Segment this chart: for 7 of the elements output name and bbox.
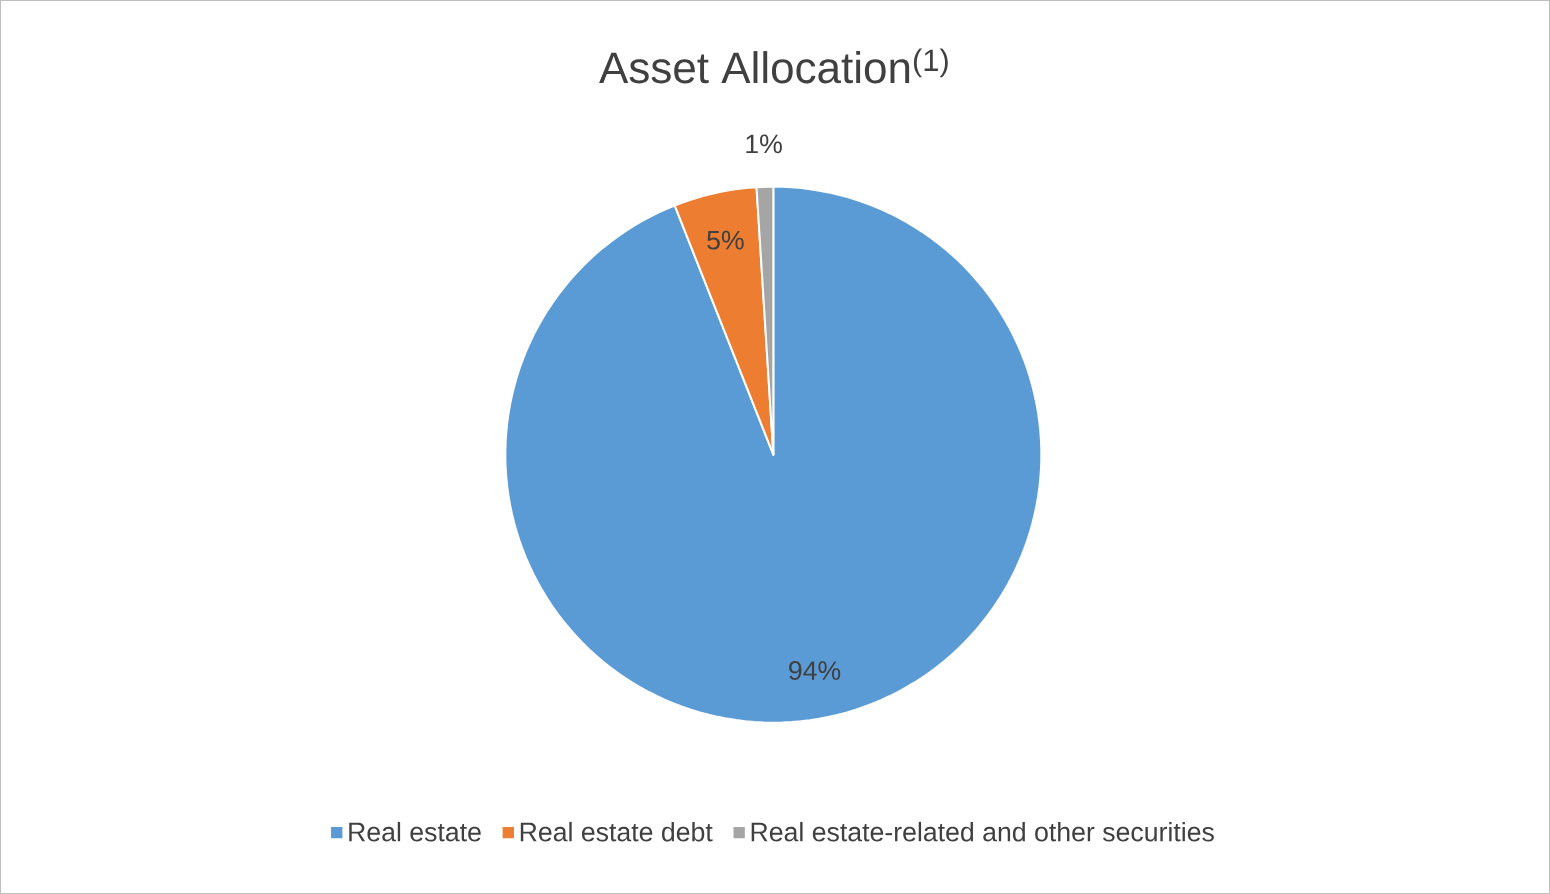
chart-title: Asset Allocation$^{(1)}$ <box>599 48 948 84</box>
data-label: 1% <box>746 134 782 154</box>
legend-label: Real estate-related and other securities <box>751 821 1214 842</box>
data-label: 5% <box>707 230 744 250</box>
legend-label: Real estate <box>349 821 481 842</box>
data-label: 94% <box>789 661 841 680</box>
legend-label: Real estate debt <box>520 821 713 842</box>
